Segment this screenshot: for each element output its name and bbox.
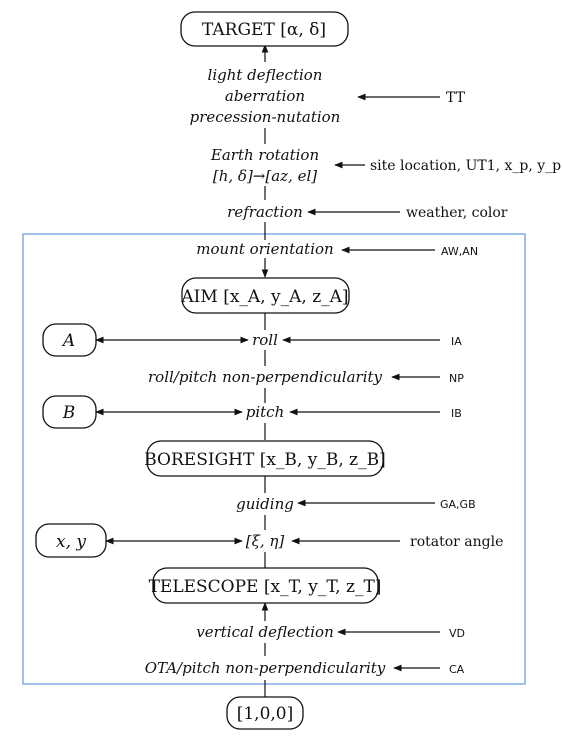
telescope-label: TELESCOPE [x_T, y_T, z_T] [149,577,382,597]
refraction-label: refraction [227,203,303,221]
precession-nutation-label: precession-nutation [190,108,341,126]
site-label: site location, UT1, x_p, y_p [370,158,561,174]
step-labels: light deflection aberration precession-n… [145,66,386,677]
output-arrows [95,336,249,545]
ia-label: IA [451,335,462,348]
vertical-deflection-label: vertical deflection [196,623,334,641]
weather-label: weather, color [406,205,508,221]
xi-eta-label: [ξ, η] [246,532,285,550]
xy-node [35,523,107,558]
origin-node [226,696,304,730]
origin-label: [1,0,0] [237,704,294,724]
pitch-label: pitch [246,403,285,421]
aberration-label: aberration [225,87,305,105]
aim-node [181,277,350,314]
node-boxes [35,11,384,730]
np-label: NP [449,372,464,385]
ib-label: IB [451,407,462,420]
light-deflection-label: light deflection [208,66,323,84]
target-node [180,11,349,47]
ga-gb-label: GA,GB [440,498,476,511]
roll-label: roll [252,331,278,349]
earth-rotation-label: Earth rotation [210,146,319,164]
aw-an-label: AW,AN [441,245,478,258]
boresight-label: BORESIGHT [x_B, y_B, z_B] [144,450,385,470]
telescope-node [152,567,379,604]
ota-pitch-np-label: OTA/pitch non-perpendicularity [145,659,386,677]
boresight-node [146,440,384,477]
xy-label: x, y [56,532,86,552]
node-labels: TARGET [α, δ] AIM [x_A, y_A, z_A] A B BO… [56,20,386,724]
input-arrows [282,93,440,672]
roll-pitch-np-label: roll/pitch non-perpendicularity [148,368,383,386]
a-label: A [61,331,75,351]
guiding-label: guiding [236,495,294,513]
input-labels: TT site location, UT1, x_p, y_p weather,… [370,90,561,676]
rotator-label: rotator angle [410,534,503,550]
b-node [42,395,97,429]
aim-label: AIM [x_A, y_A, z_A] [180,287,348,307]
vd-label: VD [449,627,465,640]
mount-orientation-label: mount orientation [196,240,333,258]
tt-label: TT [446,90,466,106]
telescope-model-frame [22,233,526,685]
hd-azel-label: [h, δ]→[az, el] [213,167,317,185]
target-label: TARGET [α, δ] [202,20,326,40]
b-label: B [62,403,76,423]
ca-label: CA [449,663,465,676]
a-node [42,323,97,357]
